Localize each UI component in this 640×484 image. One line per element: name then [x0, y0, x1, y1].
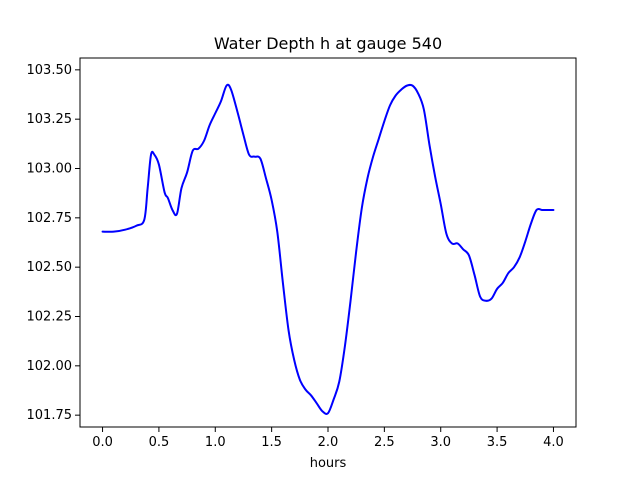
plot-border	[79, 57, 577, 428]
x-tick-label: 3.0	[430, 435, 451, 450]
plot-area	[80, 58, 576, 427]
series-line	[101, 83, 555, 415]
x-tick-label: 1.0	[205, 435, 226, 450]
x-tick-label: 2.0	[318, 435, 339, 450]
y-tick-label: 103.00	[27, 162, 73, 177]
y-tick-label: 102.00	[27, 359, 73, 374]
x-tick-label: 0.5	[149, 435, 170, 450]
x-tick-label: 3.5	[487, 435, 508, 450]
y-tick-label: 102.25	[27, 309, 73, 324]
x-tick-label: 4.0	[543, 435, 564, 450]
x-tick-label: 2.5	[374, 435, 395, 450]
x-tick-label: 0.0	[92, 435, 113, 450]
x-axis-label: hours	[310, 456, 347, 471]
y-tick-label: 103.50	[27, 63, 73, 78]
x-axis-ticks: 0.0 0.5 1.0 1.5 2.0 2.5 3.0 3.5 4.0	[92, 427, 564, 450]
chart-title: Water Depth h at gauge 540	[214, 34, 442, 53]
y-tick-label: 103.25	[27, 112, 73, 127]
y-tick-label: 101.75	[27, 408, 73, 423]
y-tick-label: 102.75	[27, 211, 73, 226]
y-tick-label: 102.50	[27, 260, 73, 275]
y-axis-ticks: 101.75 102.00 102.25 102.50 102.75 103.00 103.…	[27, 63, 80, 423]
x-tick-label: 1.5	[261, 435, 282, 450]
